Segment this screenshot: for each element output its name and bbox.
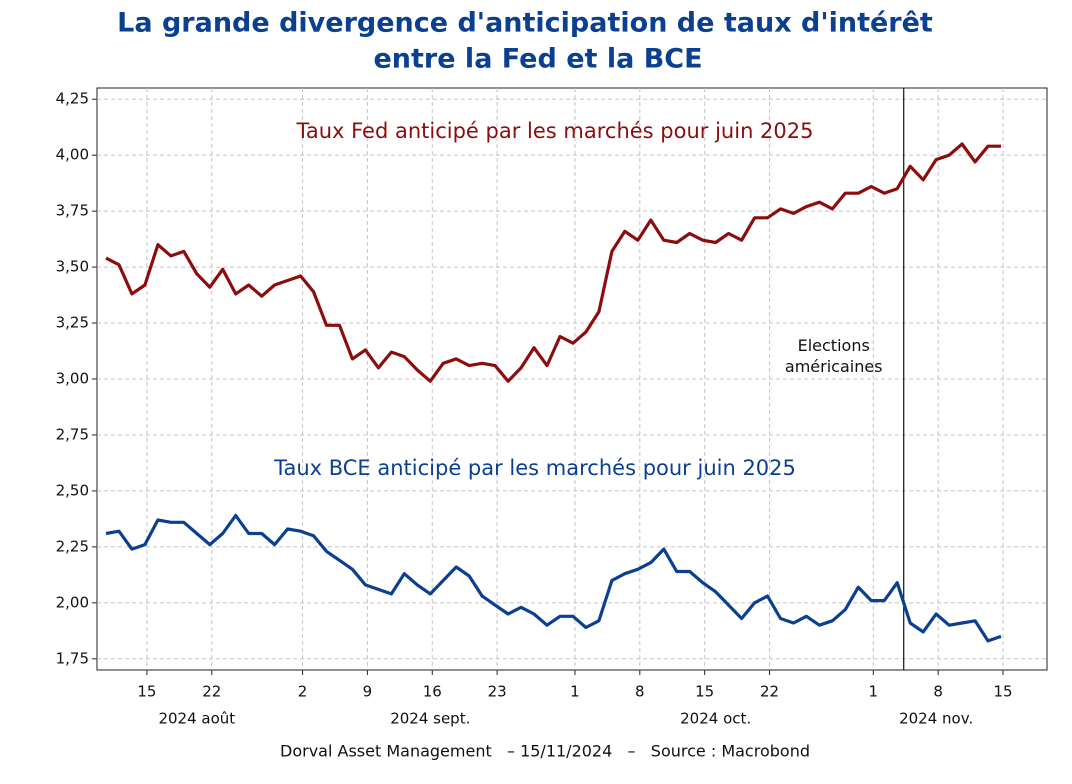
series-line (105, 513, 1002, 643)
y-tick-label: 1,75 (56, 649, 89, 667)
x-tick-label: 2 (298, 683, 308, 701)
x-tick-label: 16 (423, 683, 442, 701)
annotation: Elections américaines (785, 336, 883, 376)
y-tick-label: 3,75 (56, 202, 89, 220)
source: Dorval Asset Management – 15/11/2024 – S… (280, 742, 810, 761)
x-group-label: 2024 oct. (680, 710, 751, 728)
x-group-label: 2024 août (158, 710, 235, 728)
x-tick-label: 22 (202, 683, 221, 701)
y-tick-label: 2,25 (56, 537, 89, 555)
chart-subtitle: entre la Fed et la BCE (373, 44, 702, 75)
series-label: Taux Fed anticipé par les marchés pour j… (295, 119, 813, 143)
y-tick-label: 2,50 (56, 481, 89, 499)
y-tick-label: 3,50 (56, 258, 89, 276)
x-tick-label: 8 (635, 683, 645, 701)
y-tick-label: 3,00 (56, 370, 89, 388)
x-tick-label: 15 (695, 683, 714, 701)
series-line (105, 142, 1001, 383)
series-label: Taux BCE anticipé par les marchés pour j… (273, 456, 796, 480)
chart-title: La grande divergence d'anticipation de t… (117, 8, 933, 39)
x-tick-label: 1 (570, 683, 580, 701)
y-tick-label: 2,75 (56, 425, 89, 443)
x-group-label: 2024 sept. (390, 710, 470, 728)
y-tick-label: 2,00 (56, 593, 89, 611)
x-tick-label: 22 (760, 683, 779, 701)
x-tick-label: 15 (137, 683, 156, 701)
x-tick-label: 15 (993, 683, 1012, 701)
x-tick-label: 8 (933, 683, 943, 701)
x-tick-label: 23 (488, 683, 507, 701)
x-group-label: 2024 nov. (899, 710, 973, 728)
y-tick-label: 4,25 (56, 90, 89, 108)
x-tick-label: 9 (363, 683, 373, 701)
y-tick-label: 4,00 (56, 146, 89, 164)
x-tick-label: 1 (869, 683, 879, 701)
y-tick-label: 3,25 (56, 314, 89, 332)
